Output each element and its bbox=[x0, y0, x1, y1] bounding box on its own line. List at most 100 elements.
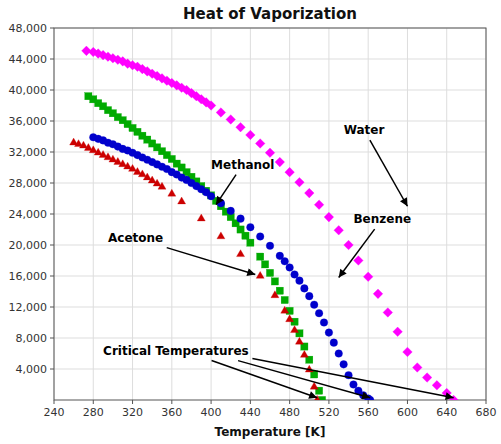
annotation-arrow bbox=[167, 248, 256, 275]
y-tick bbox=[50, 214, 54, 215]
annotation-text: Methanol bbox=[211, 158, 274, 172]
data-point bbox=[206, 101, 216, 111]
data-points bbox=[70, 46, 459, 400]
annotation-text: Water bbox=[344, 123, 385, 137]
data-point bbox=[217, 232, 225, 239]
data-point bbox=[291, 271, 299, 279]
annotation-text: Benzene bbox=[353, 212, 411, 226]
y-tick bbox=[50, 338, 54, 339]
data-point bbox=[227, 207, 235, 215]
x-tick bbox=[54, 400, 55, 404]
data-point bbox=[286, 315, 294, 322]
data-point bbox=[432, 380, 442, 390]
data-point bbox=[276, 287, 283, 294]
data-point bbox=[334, 225, 344, 235]
y-tick bbox=[50, 59, 54, 60]
data-point bbox=[285, 167, 295, 177]
annotation-arrow bbox=[216, 175, 236, 205]
data-point bbox=[237, 250, 245, 257]
data-point bbox=[138, 170, 146, 177]
y-grid-line bbox=[54, 90, 486, 91]
chart-title: Heat of Vaporization bbox=[183, 5, 357, 23]
y-tick-label: 48,000 bbox=[9, 22, 48, 35]
data-point bbox=[301, 285, 309, 293]
data-point bbox=[354, 256, 364, 266]
data-point bbox=[373, 289, 383, 299]
data-point bbox=[247, 223, 255, 231]
data-point bbox=[363, 272, 373, 282]
data-point bbox=[158, 182, 166, 189]
data-point bbox=[300, 350, 308, 357]
y-grid-line bbox=[54, 214, 486, 215]
data-point bbox=[324, 212, 334, 222]
data-point bbox=[265, 148, 275, 158]
data-point bbox=[153, 179, 161, 186]
data-point bbox=[236, 122, 246, 132]
data-point bbox=[281, 296, 288, 303]
annotation-arrow bbox=[339, 229, 375, 277]
data-point bbox=[271, 278, 278, 285]
data-point bbox=[305, 292, 313, 300]
x-tick-label: 320 bbox=[122, 406, 143, 419]
chart-svg: 2402803203604004404805205606006406804,00… bbox=[0, 0, 501, 444]
data-point bbox=[393, 327, 403, 337]
data-point bbox=[207, 192, 215, 200]
data-point bbox=[216, 108, 226, 118]
data-point bbox=[178, 197, 186, 204]
x-tick bbox=[328, 400, 329, 404]
data-point bbox=[304, 188, 314, 198]
axes: 2402803203604004404805205606006406804,00… bbox=[9, 22, 497, 419]
series-3 bbox=[70, 138, 321, 400]
data-point bbox=[296, 277, 304, 285]
y-grid-line bbox=[54, 183, 486, 184]
x-tick-label: 560 bbox=[358, 406, 379, 419]
annotation-text: Critical Temperatures bbox=[103, 344, 249, 358]
series-1 bbox=[85, 93, 326, 400]
x-tick-label: 240 bbox=[44, 406, 65, 419]
data-point bbox=[350, 381, 358, 389]
data-point bbox=[314, 200, 324, 210]
y-tick bbox=[50, 90, 54, 91]
data-point bbox=[247, 239, 254, 246]
y-tick bbox=[50, 183, 54, 184]
x-tick-label: 520 bbox=[318, 406, 339, 419]
annotation-arrow bbox=[252, 359, 453, 398]
data-point bbox=[310, 301, 318, 309]
x-tick bbox=[407, 400, 408, 404]
data-point bbox=[255, 139, 265, 149]
y-tick bbox=[50, 28, 54, 29]
y-tick-label: 20,000 bbox=[9, 239, 48, 252]
data-point bbox=[246, 130, 256, 140]
y-grid-line bbox=[54, 307, 486, 308]
data-point bbox=[315, 309, 323, 317]
y-tick bbox=[50, 307, 54, 308]
data-point bbox=[344, 240, 354, 250]
x-tick bbox=[250, 400, 251, 404]
x-tick-label: 360 bbox=[161, 406, 182, 419]
data-point bbox=[275, 157, 285, 167]
y-tick-label: 24,000 bbox=[9, 208, 48, 221]
data-point bbox=[226, 115, 236, 125]
data-point bbox=[143, 173, 151, 180]
annotation-arrow bbox=[238, 361, 370, 398]
data-point bbox=[295, 337, 303, 344]
data-point bbox=[256, 271, 264, 278]
chart-container: 2402803203604004404805205606006406804,00… bbox=[0, 0, 501, 444]
y-tick bbox=[50, 121, 54, 122]
data-point bbox=[320, 319, 328, 327]
data-point bbox=[257, 253, 264, 260]
data-point bbox=[335, 350, 343, 358]
annotation-text: Acetone bbox=[108, 231, 163, 245]
y-tick-label: 36,000 bbox=[9, 115, 48, 128]
data-point bbox=[256, 233, 264, 241]
data-point bbox=[325, 329, 333, 337]
y-tick-label: 40,000 bbox=[9, 84, 48, 97]
x-tick-label: 400 bbox=[201, 406, 222, 419]
data-point bbox=[281, 306, 289, 313]
x-tick bbox=[486, 400, 487, 404]
y-tick bbox=[50, 276, 54, 277]
data-point bbox=[266, 242, 274, 250]
data-point bbox=[129, 164, 137, 171]
y-tick bbox=[50, 245, 54, 246]
data-point bbox=[168, 189, 176, 196]
